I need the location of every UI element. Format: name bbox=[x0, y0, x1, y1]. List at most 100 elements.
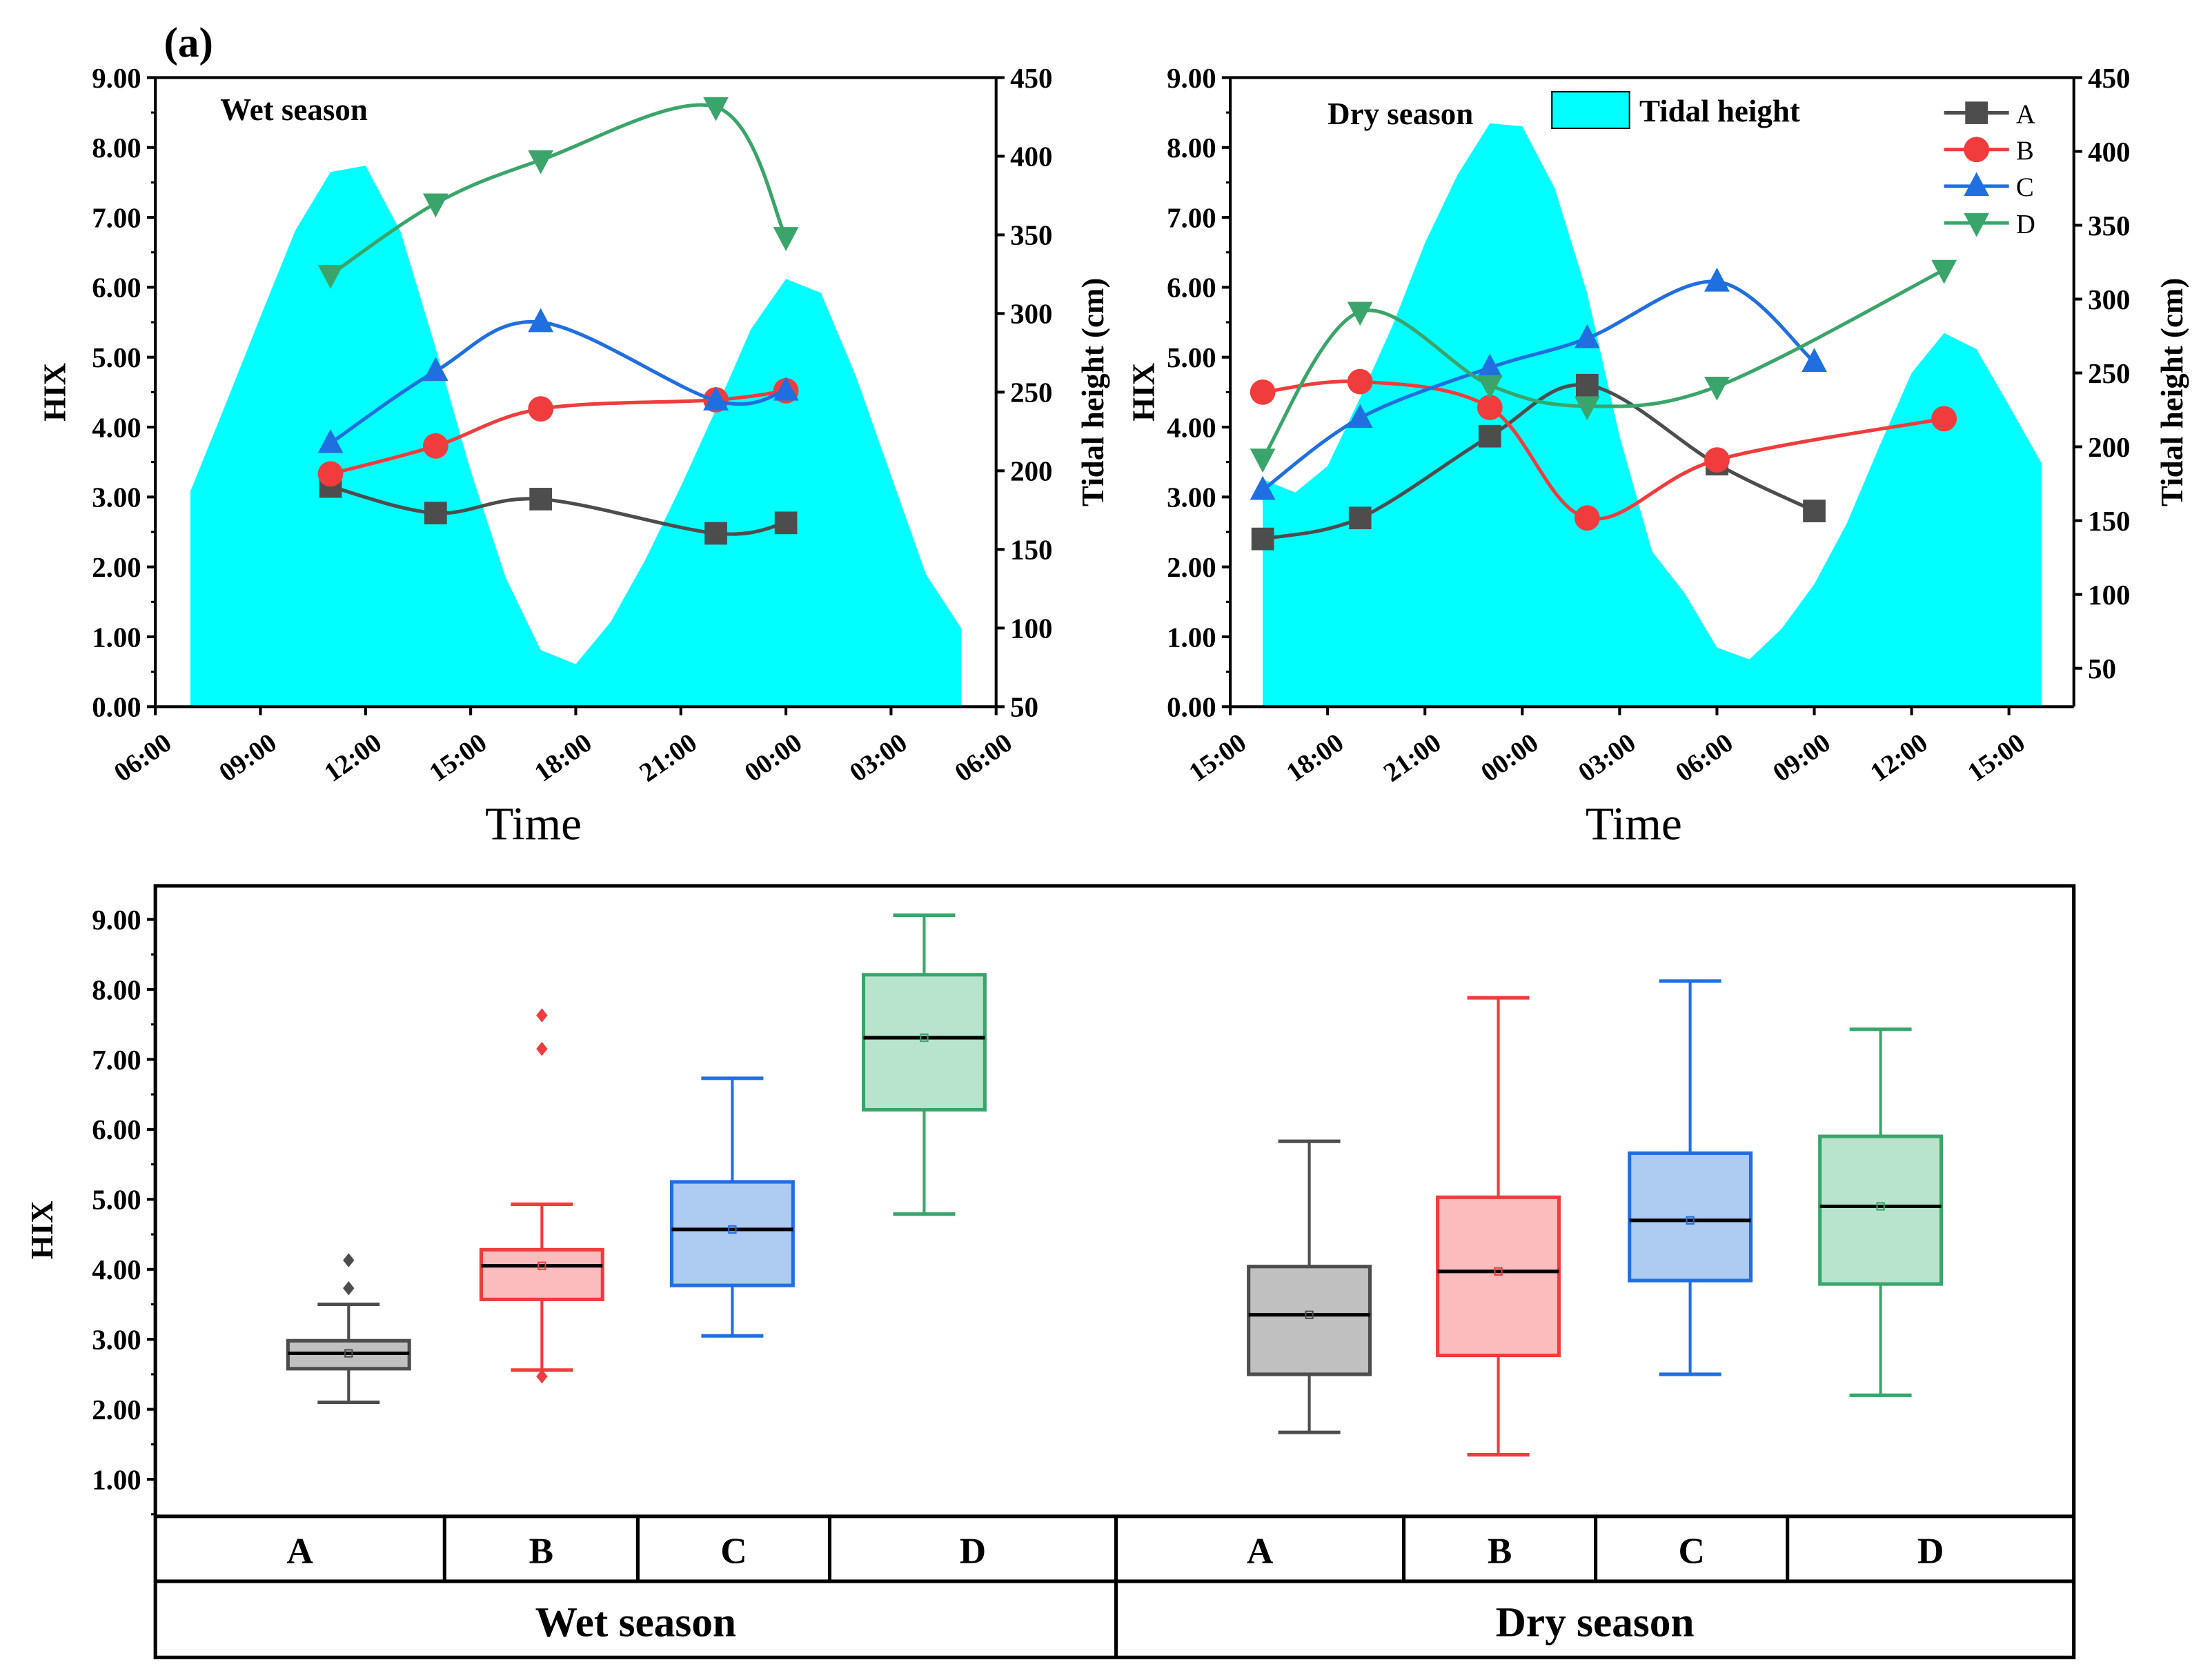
y-tick-label: 0.00 bbox=[92, 692, 141, 723]
category-label: C bbox=[1678, 1531, 1704, 1571]
category-label: D bbox=[1917, 1531, 1944, 1571]
triangle-down-marker bbox=[1477, 375, 1503, 399]
circle-marker bbox=[422, 433, 448, 459]
y-tick-label: 4.00 bbox=[1167, 412, 1216, 443]
x-tick-label: 21:00 bbox=[634, 728, 702, 788]
triangle-up-marker bbox=[1250, 475, 1276, 500]
series-A bbox=[319, 475, 798, 545]
y-axis-title: HIX bbox=[37, 363, 72, 422]
circle-marker bbox=[1704, 447, 1730, 473]
y2-tick-label: 100 bbox=[1010, 613, 1052, 644]
y-tick-label: 1.00 bbox=[92, 622, 141, 653]
circle-marker bbox=[1250, 379, 1276, 405]
outlier-marker bbox=[536, 1042, 548, 1056]
circle-marker bbox=[1477, 395, 1503, 421]
wet-season-line-chart: 0.00 1.00 2.00 3.00 4.00 5.00 6.00 7.00 8.00 9.00… bbox=[37, 63, 1110, 850]
y2-tick-label: 150 bbox=[2088, 506, 2130, 537]
y-tick-label: 2.00 bbox=[92, 552, 141, 583]
mean-marker bbox=[1305, 1310, 1314, 1319]
series-B bbox=[1250, 368, 1957, 531]
legend-label-C: C bbox=[2016, 172, 2034, 202]
y-tick-label: 4.00 bbox=[92, 1254, 141, 1285]
triangle-down-marker bbox=[703, 97, 729, 121]
triangle-up-marker bbox=[1802, 348, 1827, 373]
y-tick-label: 6.00 bbox=[92, 1114, 141, 1145]
legend-label-A: A bbox=[2016, 99, 2035, 129]
iqr-box bbox=[479, 1247, 604, 1301]
triangle-down-marker bbox=[528, 150, 554, 175]
square-marker bbox=[1348, 506, 1372, 530]
legend-tidal-swatch bbox=[1551, 90, 1630, 130]
y-tick-label: 2.00 bbox=[1167, 552, 1216, 583]
y-tick-label: 3.00 bbox=[92, 1325, 141, 1356]
mean-marker bbox=[920, 1033, 929, 1042]
square-marker bbox=[424, 502, 447, 525]
x-tick-label: 15:00 bbox=[424, 728, 492, 788]
box-C bbox=[1628, 979, 1753, 1376]
y-tick-label: 5.00 bbox=[92, 1185, 141, 1216]
x-axis-title: Time bbox=[1586, 798, 1682, 849]
y2-tick-label: 400 bbox=[2088, 137, 2130, 168]
x-tick-label: 00:00 bbox=[1476, 728, 1544, 788]
triangle-down-marker bbox=[1931, 259, 1957, 284]
mean-marker bbox=[1494, 1267, 1503, 1276]
legend-tidal-label: Tidal height bbox=[1639, 94, 1800, 128]
iqr-box bbox=[1436, 1195, 1561, 1358]
y2-tick-label: 200 bbox=[1010, 456, 1052, 487]
y2-tick-label: 100 bbox=[2088, 580, 2130, 611]
triangle-down-marker bbox=[1964, 213, 1990, 237]
category-label: A bbox=[287, 1531, 313, 1571]
x-tick-label: 03:00 bbox=[1573, 728, 1641, 788]
tidal-height-area bbox=[190, 166, 961, 707]
series-C bbox=[1250, 267, 1827, 500]
square-marker bbox=[774, 511, 798, 535]
triangle-up-marker bbox=[1574, 324, 1600, 348]
circle-marker bbox=[1347, 368, 1373, 395]
tidal-height-area bbox=[1263, 123, 2042, 707]
y2-tick-label: 150 bbox=[1010, 535, 1052, 566]
square-marker bbox=[529, 488, 553, 511]
y2-tick-label: 50 bbox=[2088, 653, 2116, 684]
y-axis-title: HIX bbox=[1127, 363, 1161, 422]
y2-tick-label: 400 bbox=[1010, 141, 1052, 172]
triangle-up-marker bbox=[528, 308, 554, 333]
x-tick-label: 21:00 bbox=[1379, 728, 1447, 788]
triangle-down-marker bbox=[1250, 448, 1276, 473]
x-tick-label: 12:00 bbox=[1865, 728, 1933, 788]
square-marker bbox=[1803, 500, 1826, 522]
y2-tick-label: 250 bbox=[1010, 377, 1052, 408]
triangle-up-marker bbox=[317, 428, 344, 453]
series-D bbox=[317, 97, 799, 289]
category-label: C bbox=[720, 1531, 747, 1571]
box-B bbox=[1436, 996, 1561, 1457]
y-axis-title: HIX bbox=[25, 1200, 59, 1259]
square-marker bbox=[704, 522, 727, 545]
y-tick-label: 8.00 bbox=[92, 132, 141, 164]
circle-marker bbox=[317, 461, 344, 487]
iqr-box bbox=[861, 973, 987, 1112]
x-tick-label: 09:00 bbox=[214, 728, 282, 788]
y-tick-label: 8.00 bbox=[92, 974, 141, 1005]
triangle-down-marker bbox=[1347, 302, 1373, 326]
triangle-up-marker bbox=[703, 386, 729, 411]
group-label: Dry season bbox=[1496, 1599, 1695, 1646]
category-label: A bbox=[1247, 1531, 1273, 1571]
legend-label-B: B bbox=[2016, 136, 2034, 166]
triangle-down-marker bbox=[317, 264, 344, 289]
y2-tick-label: 200 bbox=[2088, 432, 2130, 463]
y-tick-label: 6.00 bbox=[1167, 273, 1216, 304]
y2-tick-label: 300 bbox=[1010, 299, 1052, 330]
outlier-marker bbox=[343, 1253, 355, 1267]
y-tick-label: 9.00 bbox=[92, 905, 141, 936]
mean-marker bbox=[1686, 1216, 1695, 1225]
triangle-down-marker bbox=[1574, 396, 1600, 421]
x-tick-label: 15:00 bbox=[1183, 728, 1252, 788]
triangle-up-marker bbox=[1704, 267, 1730, 292]
outlier-marker bbox=[343, 1281, 355, 1296]
y2-tick-label: 300 bbox=[2088, 284, 2130, 315]
mean-marker bbox=[1876, 1202, 1885, 1211]
x-tick-label: 00:00 bbox=[739, 728, 807, 788]
y-tick-label: 3.00 bbox=[92, 482, 141, 513]
dry-season-line-chart: 0.00 1.00 2.00 3.00 4.00 5.00 6.00 7.00 8.00 9.00… bbox=[1127, 63, 2189, 850]
